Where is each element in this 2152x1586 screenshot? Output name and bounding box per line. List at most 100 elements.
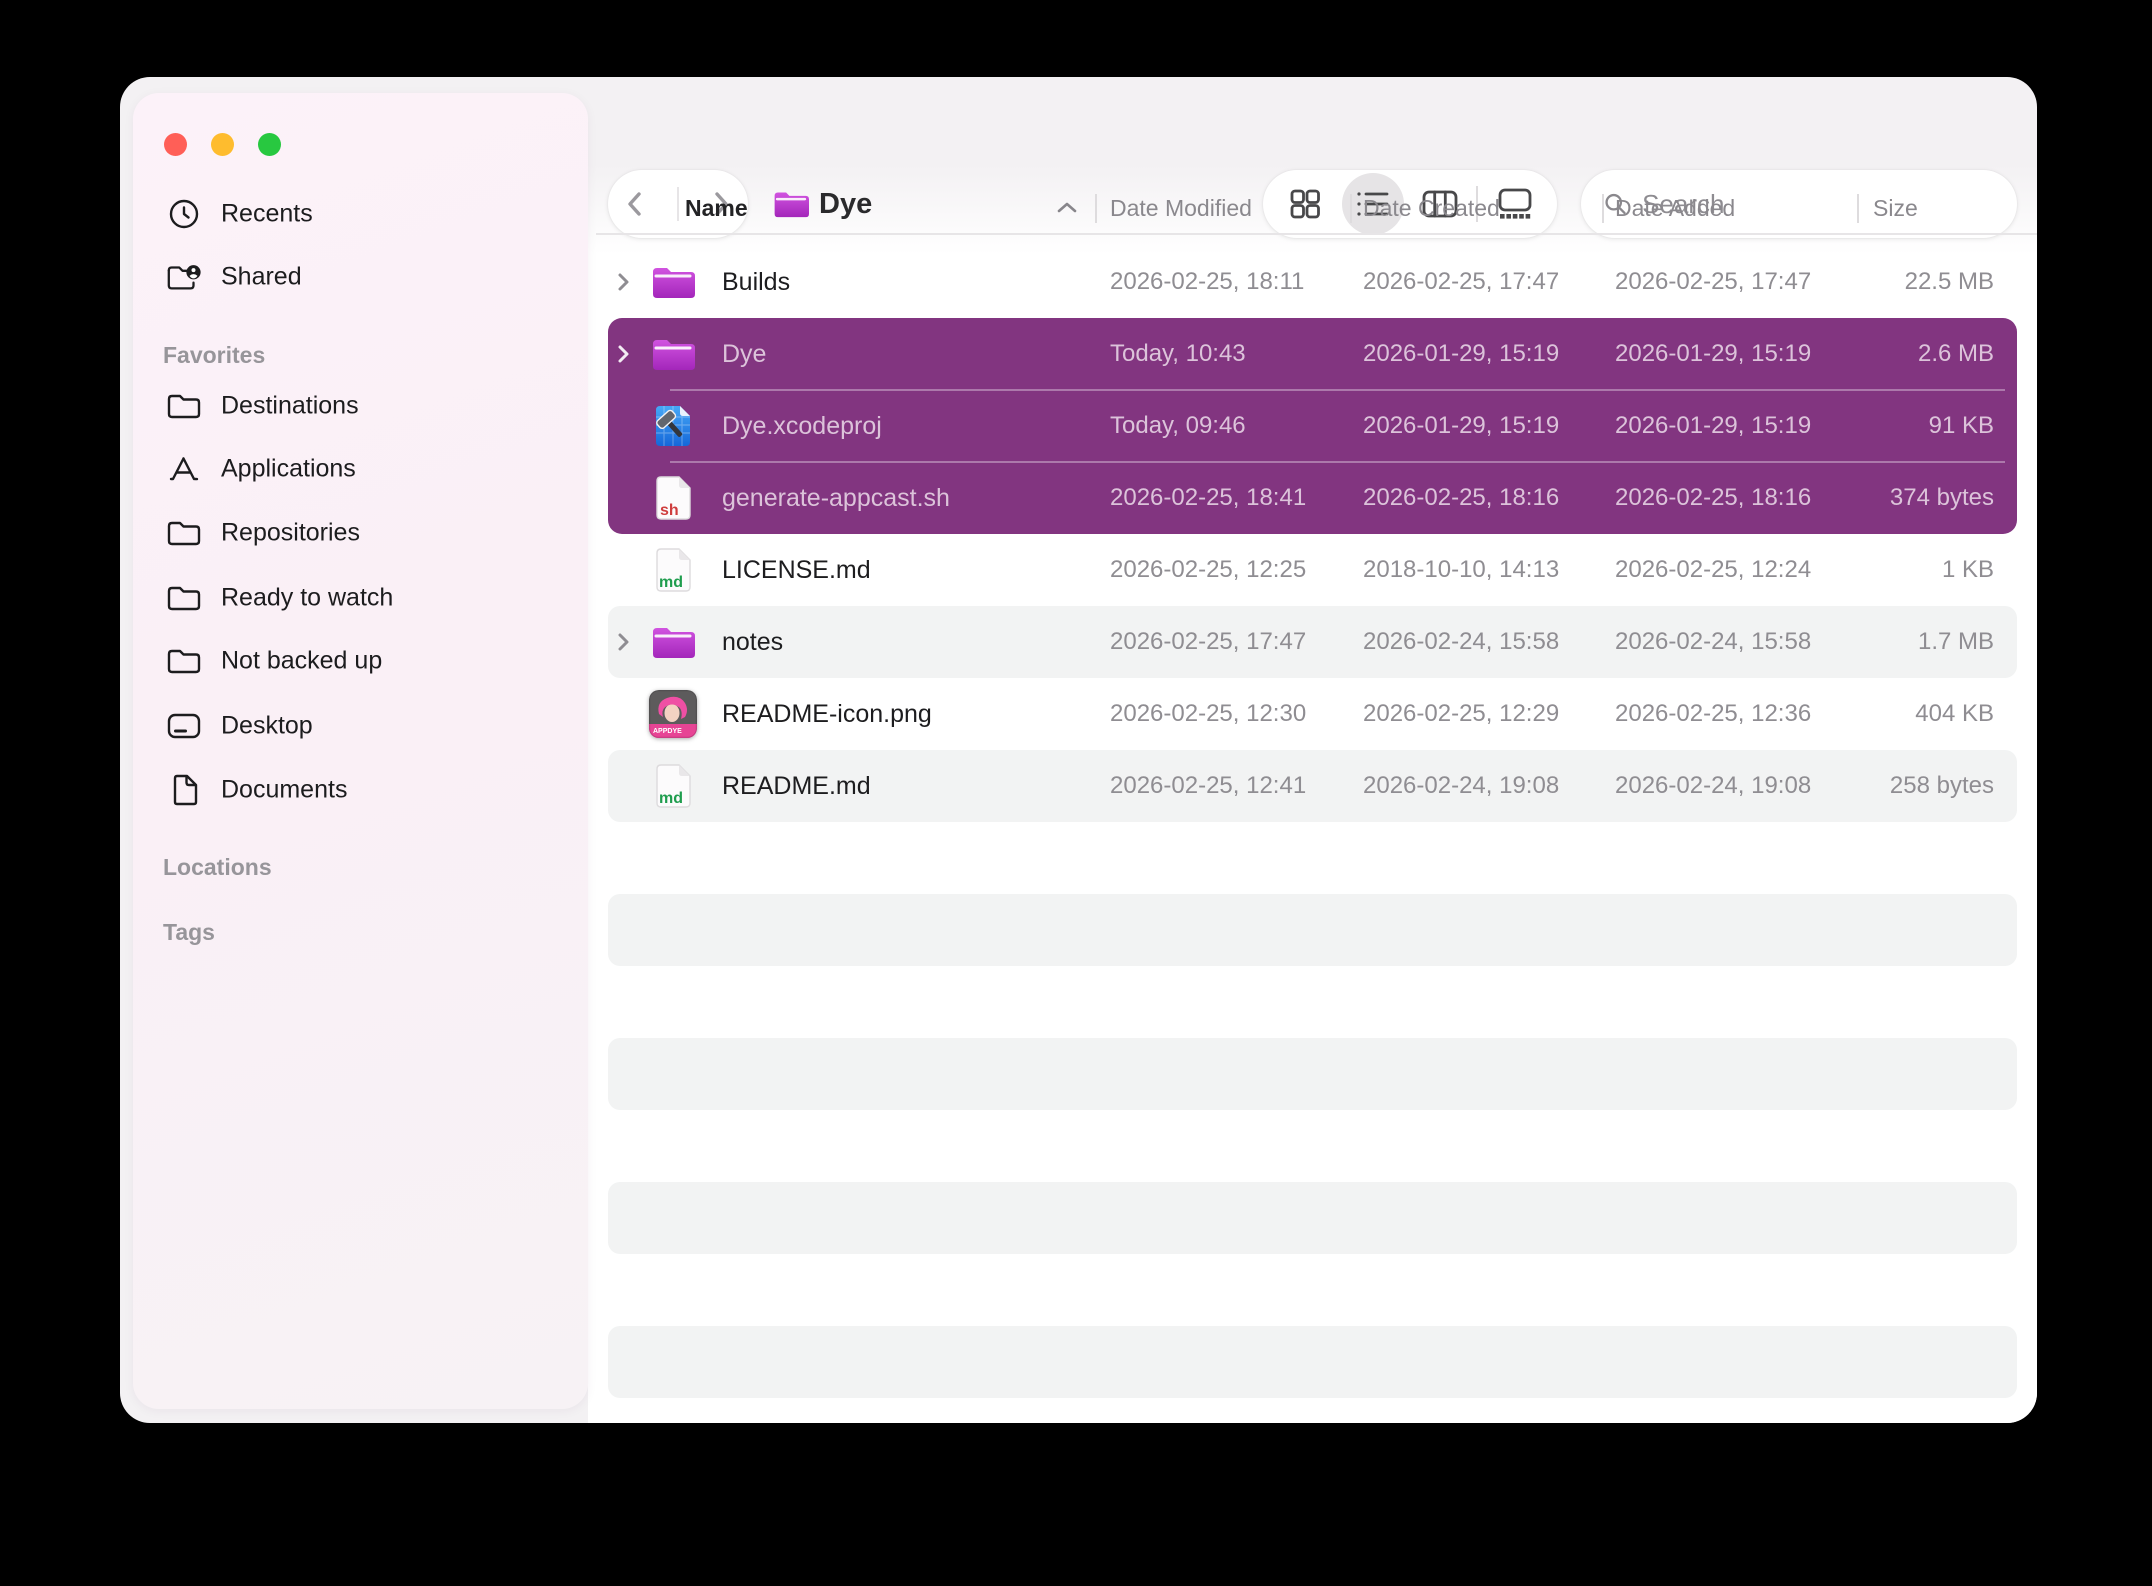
sidebar-item-applications[interactable]: Applications — [133, 438, 588, 500]
search-input[interactable] — [1640, 187, 1995, 221]
view-icons-button[interactable] — [1274, 173, 1336, 235]
view-divider — [1476, 186, 1479, 222]
column-divider[interactable] — [1857, 194, 1859, 223]
file-name: Dye — [722, 340, 767, 368]
file-date-created: 2018-10-10, 14:13 — [1363, 556, 1560, 583]
column-header-date-created[interactable]: Date Created — [1363, 195, 1500, 221]
sidebar-item-label: Ready to watch — [221, 583, 394, 612]
shared-folder-icon — [165, 259, 203, 295]
file-row-readme-icon-png[interactable]: APPDYE README-icon.png 2026-02-25, 12:30… — [596, 678, 2037, 750]
file-date-modified: 2026-02-25, 12:25 — [1110, 556, 1307, 583]
clock-icon — [165, 196, 203, 232]
sidebar-item-label: Shared — [221, 262, 302, 291]
minimize-button[interactable] — [211, 133, 234, 156]
file-size: 404 KB — [1915, 700, 1994, 727]
empty-row-stripe — [608, 1038, 2017, 1110]
folder-icon — [648, 606, 698, 678]
folder-icon — [165, 515, 203, 551]
folder-icon — [165, 643, 203, 679]
file-date-modified: 2026-02-25, 12:41 — [1110, 772, 1307, 799]
file-list: Builds 2026-02-25, 18:11 2026-02-25, 17:… — [596, 246, 2037, 1406]
row-stripe — [608, 750, 2017, 822]
sidebar-item-destinations[interactable]: Destinations — [133, 375, 588, 437]
sidebar-item-shared[interactable]: Shared — [133, 246, 588, 308]
sidebar-item-label: Recents — [221, 199, 313, 228]
file-date-created: 2026-02-25, 18:16 — [1363, 484, 1560, 511]
view-columns-button[interactable] — [1409, 173, 1471, 235]
back-button[interactable] — [624, 187, 646, 221]
view-gallery-button[interactable] — [1484, 173, 1546, 235]
disclosure-chevron-icon[interactable] — [616, 606, 630, 678]
column-header-date-added[interactable]: Date Added — [1615, 195, 1736, 221]
file-date-added: 2026-02-25, 12:24 — [1615, 556, 1812, 583]
file-name: Dye.xcodeproj — [722, 412, 882, 440]
sidebar-item-repositories[interactable]: Repositories — [133, 502, 588, 564]
view-switcher — [1263, 170, 1557, 238]
file-row-dye-xcodeproj[interactable]: Dye.xcodeproj Today, 09:46 2026-01-29, 1… — [596, 390, 2037, 462]
file-size: 374 bytes — [1889, 484, 1994, 511]
file-date-modified: 2026-02-25, 17:47 — [1110, 628, 1307, 655]
sidebar-section-locations: Locations — [163, 853, 272, 880]
file-size: 258 bytes — [1889, 772, 1994, 799]
empty-row-stripe — [608, 1182, 2017, 1254]
sidebar-item-desktop[interactable]: Desktop — [133, 695, 588, 757]
sidebar-item-not-backed-up[interactable]: Not backed up — [133, 630, 588, 692]
file-date-modified: 2026-02-25, 18:41 — [1110, 484, 1307, 511]
sort-ascending-icon — [1057, 202, 1077, 213]
app-store-icon — [165, 451, 203, 487]
column-divider[interactable] — [1602, 194, 1604, 223]
zoom-button[interactable] — [258, 133, 281, 156]
file-date-added: 2026-02-25, 17:47 — [1615, 268, 1812, 295]
selection-separator — [670, 389, 2005, 391]
sidebar-item-recents[interactable]: Recents — [133, 183, 588, 245]
file-name: README-icon.png — [722, 700, 932, 728]
xcode-project-icon — [648, 390, 698, 462]
file-date-added: 2026-01-29, 15:19 — [1615, 412, 1812, 439]
file-row-generate-appcast[interactable]: sh generate-appcast.sh 2026-02-25, 18:41… — [596, 462, 2037, 534]
file-date-modified: 2026-02-25, 12:30 — [1110, 700, 1307, 727]
column-header-name[interactable]: Name — [685, 195, 748, 221]
file-name: LICENSE.md — [722, 556, 871, 584]
file-date-modified: Today, 09:46 — [1110, 412, 1246, 439]
svg-text:sh: sh — [660, 502, 679, 519]
file-row-builds[interactable]: Builds 2026-02-25, 18:11 2026-02-25, 17:… — [596, 246, 2037, 318]
file-date-added: 2026-02-25, 18:16 — [1615, 484, 1812, 511]
empty-row-stripe — [608, 1326, 2017, 1398]
file-name: README.md — [722, 772, 871, 800]
sidebar-section-favorites: Favorites — [163, 341, 266, 368]
desktop-icon — [165, 708, 203, 744]
column-header-date-modified[interactable]: Date Modified — [1110, 195, 1252, 221]
file-name: Builds — [722, 268, 791, 296]
file-size: 2.6 MB — [1917, 340, 1994, 367]
column-divider[interactable] — [1095, 194, 1097, 223]
file-row-readme-md[interactable]: md README.md 2026-02-25, 12:41 2026-02-2… — [596, 750, 2037, 822]
column-header-size[interactable]: Size — [1873, 195, 1918, 221]
purple-folder-icon — [774, 192, 809, 218]
file-date-added: 2026-02-24, 19:08 — [1615, 772, 1812, 799]
file-date-created: 2026-01-29, 15:19 — [1363, 412, 1560, 439]
search-field[interactable] — [1581, 170, 2017, 238]
close-button[interactable] — [164, 133, 187, 156]
file-row-notes[interactable]: notes 2026-02-25, 17:47 2026-02-24, 15:5… — [596, 606, 2037, 678]
column-divider[interactable] — [1350, 194, 1352, 223]
forward-button[interactable] — [710, 187, 732, 221]
file-size: 91 KB — [1928, 412, 1994, 439]
file-row-license[interactable]: md LICENSE.md 2026-02-25, 12:25 2018-10-… — [596, 534, 2037, 606]
nav-pill — [608, 170, 748, 238]
sidebar-item-label: Applications — [221, 454, 356, 483]
sidebar-item-documents[interactable]: Documents — [133, 759, 588, 821]
sidebar-item-label: Not backed up — [221, 646, 383, 675]
folder-icon — [648, 246, 698, 318]
folder-icon — [165, 580, 203, 616]
disclosure-chevron-icon[interactable] — [616, 318, 630, 390]
page-title: Dye — [819, 187, 873, 220]
sidebar-item-ready-to-watch[interactable]: Ready to watch — [133, 567, 588, 629]
file-date-created: 2026-02-25, 17:47 — [1363, 268, 1560, 295]
file-size: 1 KB — [1941, 556, 1994, 583]
shell-script-icon: sh — [648, 462, 698, 534]
file-row-dye[interactable]: Dye Today, 10:43 2026-01-29, 15:19 2026-… — [596, 318, 2037, 390]
disclosure-chevron-icon[interactable] — [616, 246, 630, 318]
file-date-modified: Today, 10:43 — [1110, 340, 1246, 367]
file-date-created: 2026-02-24, 19:08 — [1363, 772, 1560, 799]
sidebar-item-label: Repositories — [221, 518, 360, 547]
